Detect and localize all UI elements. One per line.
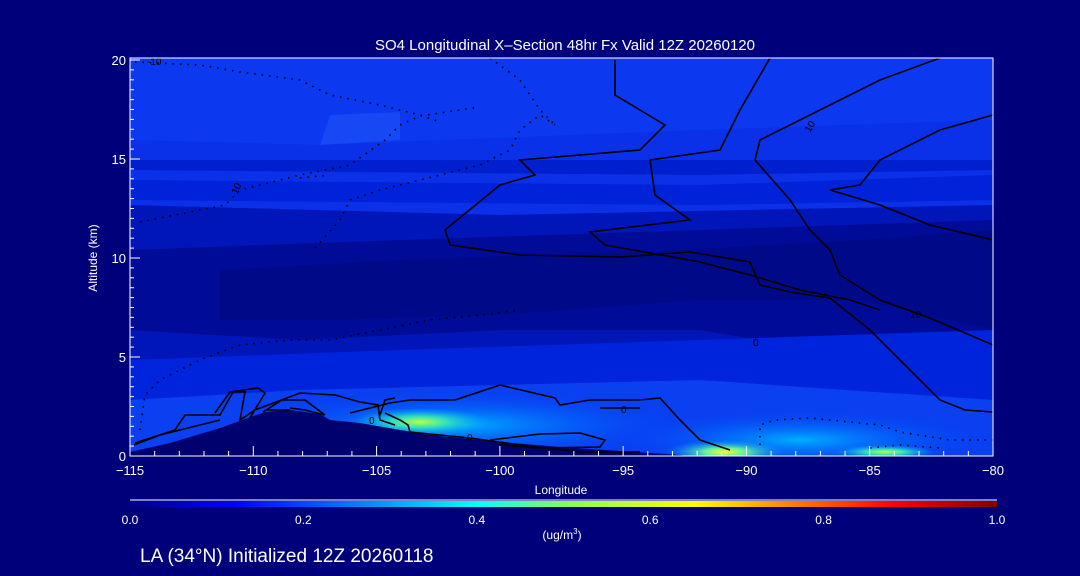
y-tick-label: 10 bbox=[112, 251, 126, 266]
contour-label: 0 bbox=[753, 338, 759, 349]
colorbar-ticks: 0.0 0.2 0.4 0.6 0.8 1.0 bbox=[122, 513, 1006, 527]
plot-frame bbox=[129, 57, 994, 457]
y-tick-label: 5 bbox=[119, 350, 126, 365]
contour-label: 0 bbox=[467, 433, 473, 444]
axes: −115 −110 −105 −100 −95 −90 −85 −80 0 5 10 15 20 bbox=[112, 53, 1005, 478]
units-close: ) bbox=[578, 528, 582, 542]
colorbar-tick-label: 0.8 bbox=[815, 513, 832, 527]
contour-labels: -10 10 10 0 0 0 0 10 bbox=[147, 57, 922, 444]
fill-band-13 bbox=[130, 175, 993, 205]
colorbar-units-label: (ug/m3) bbox=[542, 527, 581, 542]
units-superscript: 3 bbox=[573, 527, 578, 536]
plot-area: -10 10 10 0 0 0 0 10 bbox=[130, 57, 993, 456]
fill-band-15 bbox=[130, 160, 993, 175]
x-tick-label: −80 bbox=[982, 463, 1004, 478]
x-tick-label: −90 bbox=[735, 463, 757, 478]
x-axis-label: Longitude bbox=[535, 483, 588, 497]
contour-label: 10 bbox=[803, 119, 818, 135]
colorbar-tick-label: 0.2 bbox=[295, 513, 312, 527]
hotspot-central bbox=[665, 440, 785, 456]
footer-init-text: LA (34°N) Initialized 12Z 20260118 bbox=[140, 546, 434, 567]
x-tick-label: −110 bbox=[239, 463, 267, 478]
dotted-contours bbox=[134, 58, 993, 449]
fill-upper-light bbox=[320, 112, 400, 145]
colorbar-tick-label: 0.6 bbox=[642, 513, 659, 527]
units-base: (ug/m bbox=[542, 528, 573, 542]
x-tick-label: −115 bbox=[116, 463, 144, 478]
colorbar-tick-label: 0.0 bbox=[122, 513, 139, 527]
terrain bbox=[130, 410, 687, 456]
y-axis-label: Altitude (km) bbox=[86, 224, 100, 291]
x-tick-label: −100 bbox=[485, 463, 514, 478]
chart-title: SO4 Longitudinal X–Section 48hr Fx Valid… bbox=[375, 37, 755, 54]
x-tick-label: −105 bbox=[362, 463, 391, 478]
contour-label: -10 bbox=[147, 57, 162, 68]
y-tick-label: 20 bbox=[112, 53, 126, 68]
hotspot-east bbox=[835, 445, 935, 456]
y-tick-label: 15 bbox=[112, 152, 126, 167]
contour-label: 0 bbox=[621, 405, 627, 416]
y-tick-label: 0 bbox=[119, 449, 126, 464]
colorbar bbox=[130, 501, 997, 507]
x-tick-label: −85 bbox=[859, 463, 881, 478]
solid-contours bbox=[133, 58, 993, 453]
contour-label: 10 bbox=[910, 310, 922, 321]
colorbar-tick-label: 1.0 bbox=[989, 513, 1006, 527]
contour-label: 10 bbox=[230, 181, 245, 196]
x-tick-label: −95 bbox=[612, 463, 634, 478]
contour-label: 0 bbox=[369, 416, 375, 427]
fill-band-core bbox=[220, 230, 993, 330]
colorbar-tick-label: 0.4 bbox=[468, 513, 485, 527]
